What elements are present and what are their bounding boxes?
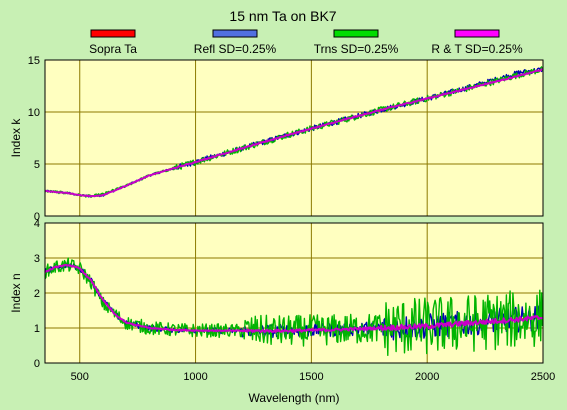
- ytick-k-3: 15: [28, 55, 40, 67]
- ylabel-n: Index n: [9, 273, 23, 312]
- xtick-1: 1000: [183, 371, 207, 383]
- ytick-k-2: 10: [28, 107, 40, 119]
- ytick-n-0: 0: [34, 358, 40, 370]
- legend: Sopra Ta Refl SD=0.25% Trns SD=0.25% R & T …: [89, 29, 523, 56]
- chart-title: 15 nm Ta on BK7: [229, 8, 336, 24]
- legend-label-1: Sopra Ta: [89, 42, 137, 56]
- legend-label-3: Trns SD=0.25%: [314, 42, 399, 56]
- plot-area-k: [44, 59, 544, 217]
- ytick-n-3: 3: [34, 253, 40, 265]
- panel-index-k: 0 5 10 15 Index k: [9, 55, 544, 223]
- series-line-k-4: [44, 68, 543, 198]
- plot-frame-k: [44, 59, 544, 217]
- ytick-k-1: 5: [34, 159, 40, 171]
- xtick-3: 2000: [415, 371, 439, 383]
- xlabel: Wavelength (nm): [249, 391, 340, 405]
- panel-index-n: 0 1 2 3 4 Index n 500 1000 1500 2000 2500 Wavelengt…: [9, 218, 555, 405]
- legend-swatch-2: [212, 29, 258, 38]
- ytick-n-1: 1: [34, 323, 40, 335]
- ytick-n-4: 4: [34, 218, 40, 230]
- ylabel-k: Index k: [9, 118, 23, 158]
- plot-frame-n: [44, 222, 544, 364]
- ytick-n-2: 2: [34, 288, 40, 300]
- legend-swatch-4: [454, 29, 500, 38]
- xtick-4: 2500: [531, 371, 555, 383]
- xtick-2: 1500: [299, 371, 323, 383]
- ytick-k-0: 0: [34, 211, 40, 223]
- legend-swatch-1: [90, 29, 136, 38]
- legend-label-4: R & T SD=0.25%: [431, 42, 523, 56]
- series-line-n-4: [44, 263, 544, 333]
- xtick-0: 500: [71, 371, 89, 383]
- legend-label-2: Refl SD=0.25%: [194, 42, 277, 56]
- legend-swatch-3: [333, 29, 379, 38]
